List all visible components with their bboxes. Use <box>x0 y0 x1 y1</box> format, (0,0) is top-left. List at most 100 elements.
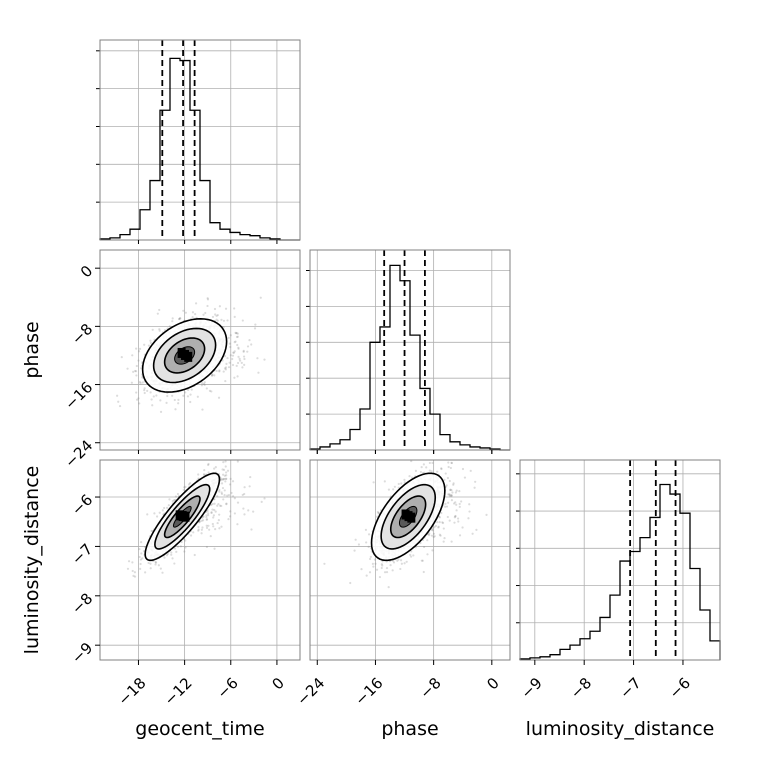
sample-point <box>231 480 235 483</box>
sample-point <box>222 370 225 373</box>
sample-point <box>368 571 372 574</box>
sample-point <box>442 527 445 530</box>
sample-point <box>257 371 260 374</box>
sample-point <box>440 467 443 471</box>
sample-point <box>117 400 120 403</box>
sample-point <box>149 562 152 565</box>
sample-point <box>249 475 252 479</box>
sample-point <box>450 494 453 497</box>
sample-point <box>438 515 441 518</box>
sample-point <box>176 545 180 548</box>
sample-point <box>212 525 215 528</box>
histogram-steps <box>309 264 510 451</box>
sample-point <box>449 488 452 491</box>
sample-point <box>126 567 130 570</box>
sample-point <box>215 369 218 373</box>
sample-point <box>213 502 216 505</box>
sample-point <box>236 335 239 338</box>
sample-point <box>252 510 255 513</box>
sample-point <box>220 504 223 508</box>
sample-point <box>397 558 400 561</box>
sample-point <box>405 560 408 563</box>
sample-point <box>237 355 240 358</box>
sample-point <box>234 340 237 343</box>
sample-point <box>456 517 460 520</box>
sample-point <box>149 341 152 345</box>
sample-point <box>373 558 377 561</box>
sample-point <box>433 535 436 538</box>
sample-point <box>161 571 164 574</box>
sample-point <box>241 493 244 497</box>
sample-point <box>431 549 434 552</box>
sample-point <box>349 581 352 585</box>
sample-point <box>224 480 227 483</box>
sample-point <box>431 529 434 532</box>
sample-point <box>471 532 474 535</box>
sample-point <box>458 534 462 537</box>
sample-point <box>214 313 217 316</box>
sample-point <box>430 528 434 531</box>
sample-point <box>138 555 141 559</box>
sample-point <box>210 390 213 393</box>
sample-point <box>256 357 259 360</box>
sample-point <box>213 307 217 311</box>
sample-point <box>420 466 423 469</box>
sample-point <box>231 495 235 498</box>
sample-point <box>194 313 197 316</box>
sample-point <box>450 540 453 543</box>
sample-point <box>468 510 471 513</box>
sample-point <box>430 470 433 473</box>
sample-point <box>227 336 230 339</box>
sample-point <box>228 342 232 345</box>
sample-point <box>403 562 406 565</box>
sample-point <box>450 461 454 465</box>
panel-frame <box>99 249 301 451</box>
sample-point <box>453 502 456 505</box>
sample-point <box>441 521 444 524</box>
sample-point <box>147 344 151 347</box>
sample-point <box>206 304 209 308</box>
sample-point <box>437 526 440 529</box>
sample-point <box>375 515 379 518</box>
sample-point <box>141 557 144 560</box>
sample-point <box>178 317 182 320</box>
sample-point <box>450 494 453 498</box>
sample-point <box>236 332 239 335</box>
sample-point <box>444 505 447 508</box>
sample-point <box>210 511 213 514</box>
sample-point <box>211 508 214 511</box>
sample-point <box>437 525 440 528</box>
sample-point <box>177 402 180 405</box>
sample-point <box>151 404 154 407</box>
sample-point <box>153 512 156 515</box>
sample-point <box>173 562 176 565</box>
sample-point <box>364 528 368 531</box>
sample-point <box>389 564 392 567</box>
sample-point <box>449 488 452 491</box>
sample-point <box>450 494 453 497</box>
sample-point <box>380 563 383 566</box>
sample-point <box>463 476 467 479</box>
sample-point <box>150 529 153 533</box>
sample-point <box>392 561 396 564</box>
sample-point <box>250 343 253 346</box>
sample-point <box>225 362 228 365</box>
sample-point <box>242 349 245 352</box>
sample-point <box>233 315 236 318</box>
sample-point <box>207 462 210 466</box>
sample-point <box>213 508 216 512</box>
sample-point <box>182 488 185 492</box>
sample-point <box>241 366 244 369</box>
sample-point <box>197 528 200 531</box>
sample-point <box>149 391 152 394</box>
sample-point <box>154 560 157 564</box>
histogram-steps <box>519 483 721 660</box>
hist-panel-phase <box>306 249 511 451</box>
sample-point <box>222 468 226 471</box>
sample-point <box>229 477 232 481</box>
sample-point <box>215 314 218 317</box>
sample-point <box>446 515 449 519</box>
sample-point <box>219 504 222 507</box>
sample-point <box>138 547 141 551</box>
